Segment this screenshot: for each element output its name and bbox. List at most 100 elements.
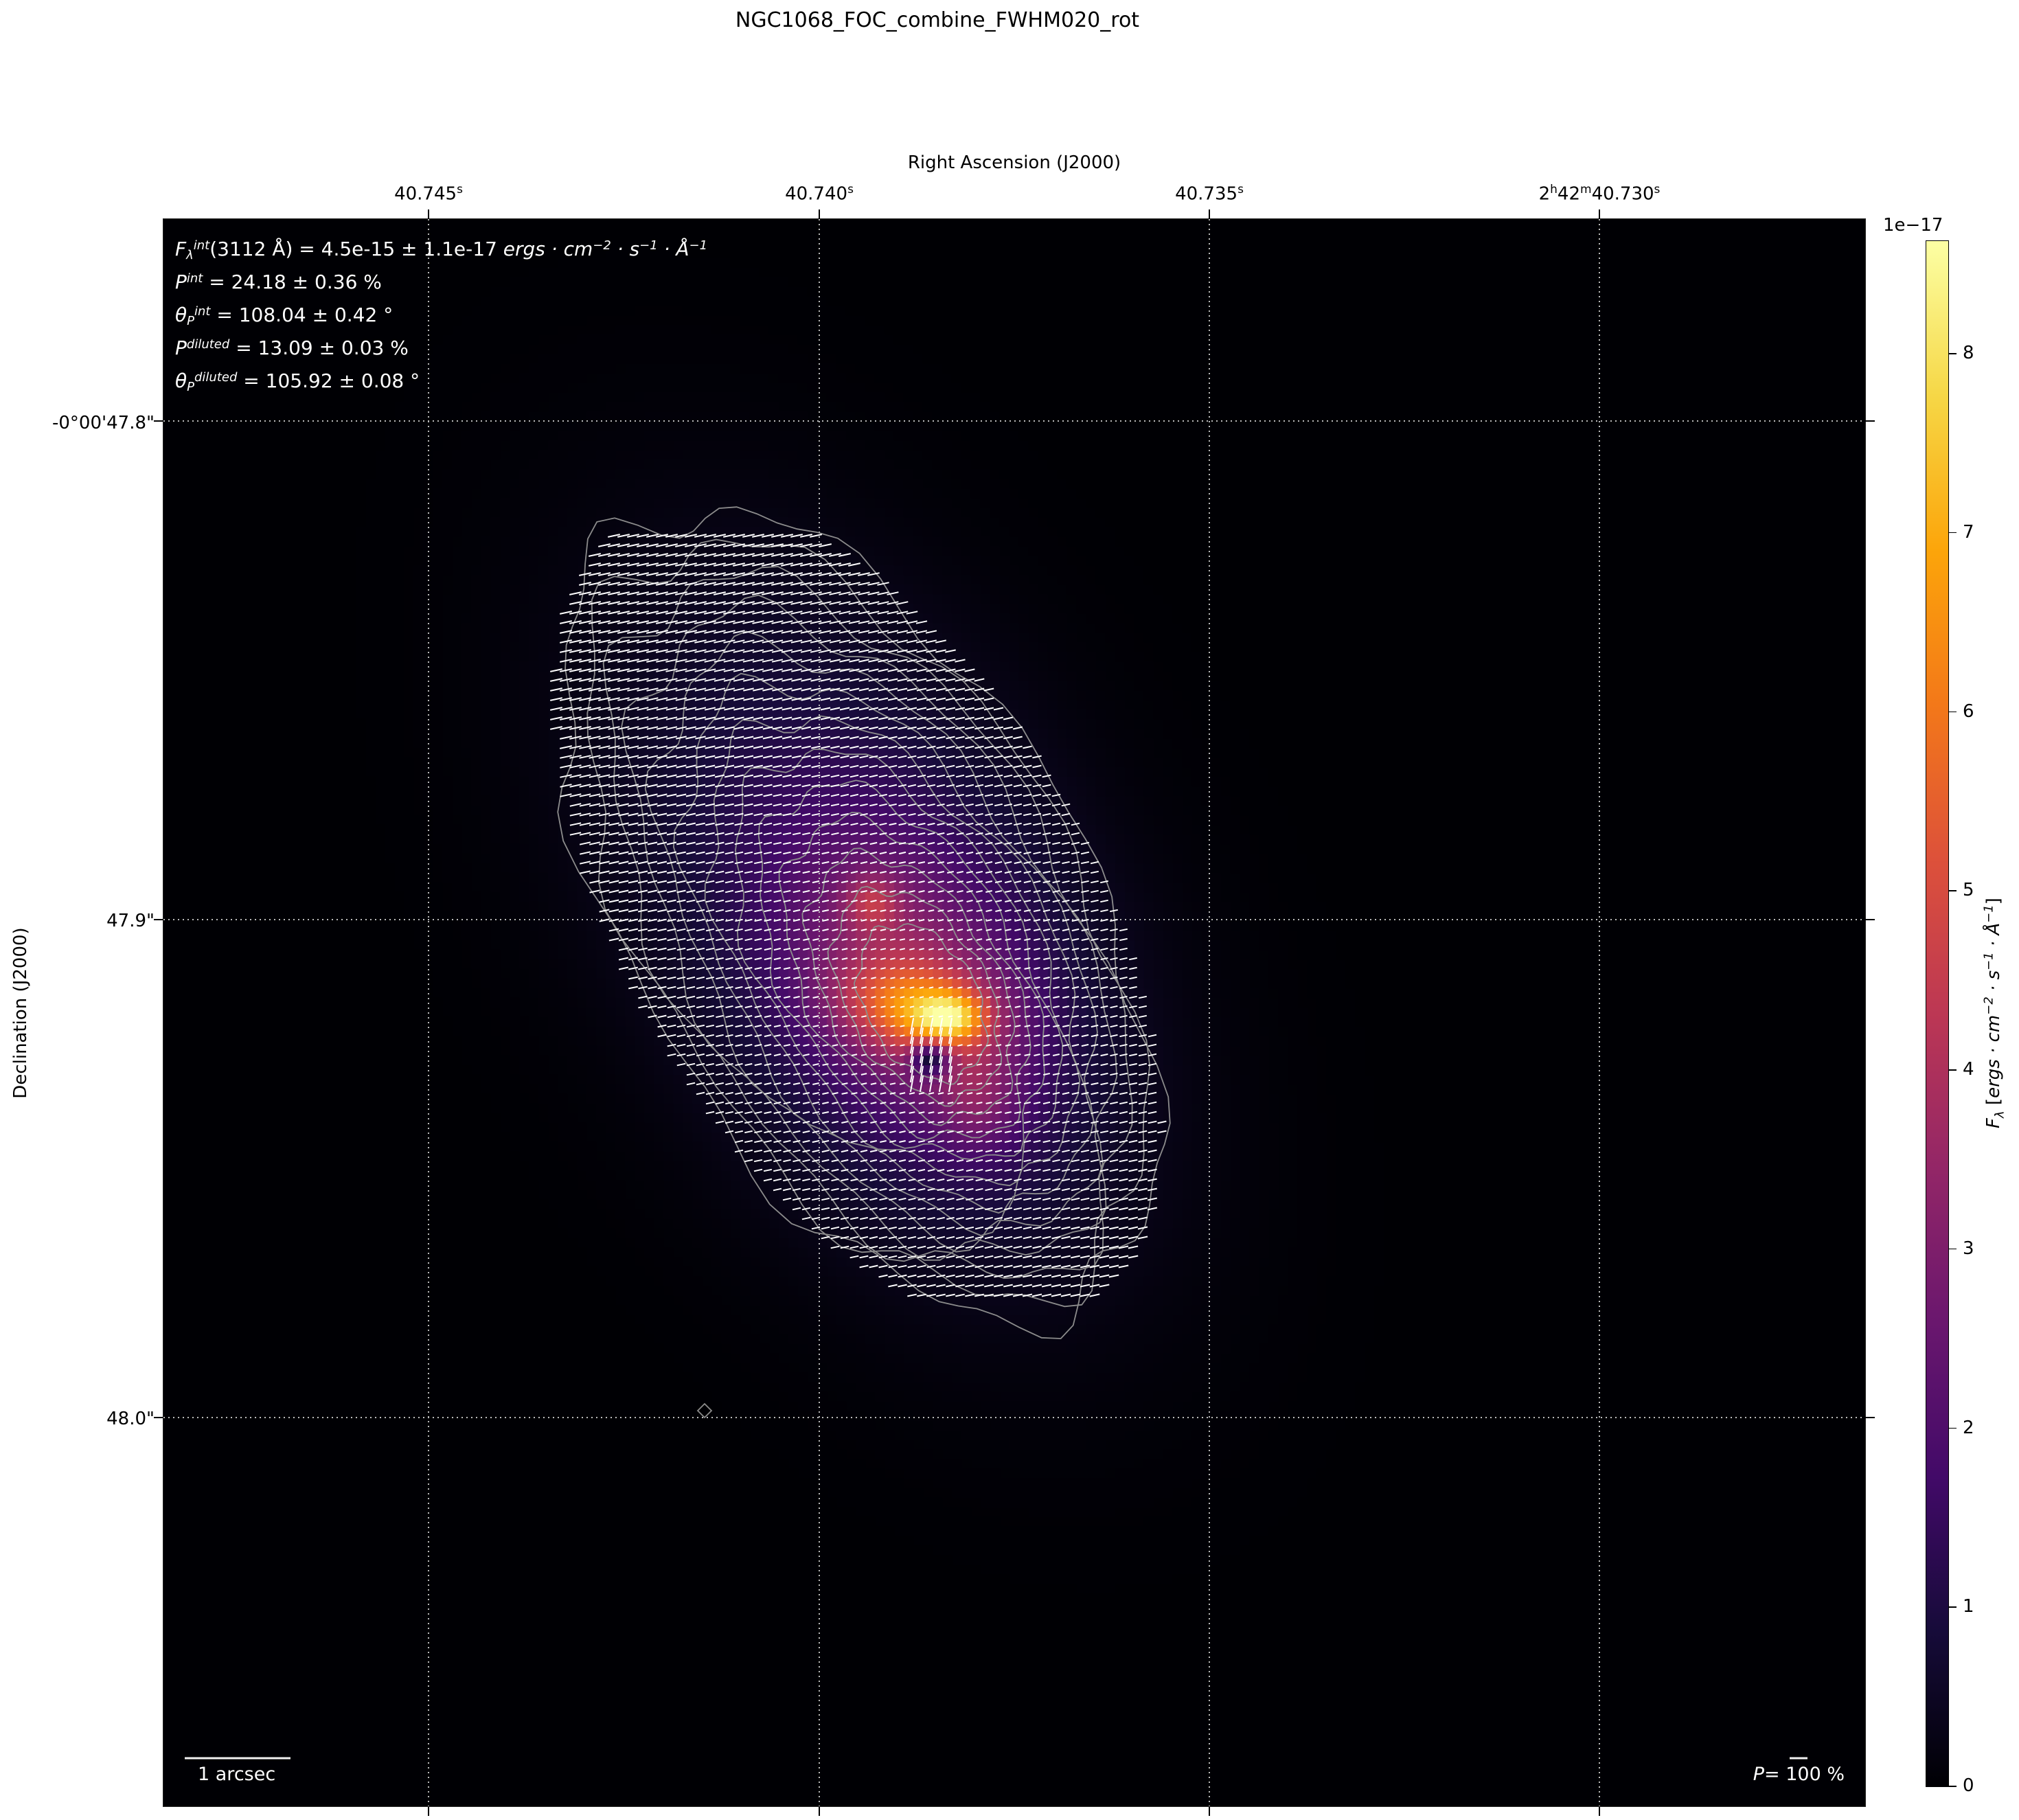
polarization-vector [674,572,688,576]
polarization-vector [859,793,869,797]
polarization-vector [1023,861,1031,865]
polarization-vector [1013,793,1023,797]
polarization-vector [887,591,899,595]
polarization-vector [829,639,841,644]
polarization-vector [1052,851,1060,855]
polarization-vector [696,1034,705,1038]
polarization-vector [589,764,601,769]
polarization-vector [657,986,667,990]
polarization-vector [849,687,860,692]
polarization-vector [714,649,726,653]
polarization-vector [754,1014,762,1019]
polarization-vector [897,668,908,672]
figure-title: NGC1068_FOC_combine_FWHM020_rot [735,8,1140,32]
polarization-vector [900,977,905,979]
polarization-vector [685,659,697,663]
polarization-vector [696,957,705,961]
polarization-vector [1005,909,1012,912]
contour-line [778,811,1031,1141]
polarization-vector [985,880,993,883]
polarization-vector [628,918,639,922]
polarization-vector [646,649,659,653]
polarization-vector [860,832,868,836]
polarization-vector [1052,870,1060,874]
polarization-vector [993,707,1004,711]
polarization-vector [743,687,754,692]
polarization-vector [715,822,725,826]
polarization-vector [686,986,696,990]
polarization-vector [666,745,677,749]
polarization-vector [762,630,774,634]
polarization-vector [810,716,821,720]
polarization-vector [1071,1024,1080,1028]
polarization-vector [597,659,611,663]
polarization-vector [985,1034,992,1037]
polarization-vector [751,534,765,538]
polarization-vector [1071,986,1080,990]
polarization-vector [685,784,696,788]
polarization-vector [880,948,887,951]
polarization-vector [637,918,648,922]
y-tick-label: -0°00'47.8" [52,413,155,433]
polarization-vector [1071,1005,1080,1008]
polarization-vector [646,668,659,672]
polarization-vector [773,803,782,807]
polarization-vector [753,870,763,874]
polarization-vector [684,591,698,595]
polarization-vector [716,947,724,951]
polarization-vector [589,861,600,865]
polarization-vector [995,1044,1002,1047]
polarization-vector [783,986,791,989]
polarization-vector [714,764,725,769]
polarization-vector [771,553,784,557]
polarization-vector [1110,918,1118,922]
polarization-vector [715,918,725,922]
polarization-vector [704,668,716,672]
polarization-vector [608,764,620,769]
polarization-vector [732,562,746,567]
polarization-vector [841,841,849,845]
polarization-vector [714,784,725,788]
polarization-vector [589,803,601,807]
polarization-vector [1042,841,1051,845]
polarization-vector [887,639,899,644]
polarization-vector [637,822,648,826]
polarization-vector [725,986,733,990]
polarization-vector [820,707,831,711]
polarization-vector [782,745,792,749]
polarization-vector [975,812,983,817]
polarization-vector [704,707,716,711]
polarization-vector [723,639,735,644]
polarization-vector [1062,996,1070,999]
polarization-vector [782,726,792,730]
polarization-vector [589,851,600,855]
polarization-vector [966,871,974,874]
polarization-vector [773,764,782,769]
polarization-vector [618,880,629,884]
polarization-vector [899,900,906,902]
polarization-vector [831,880,839,884]
polarization-vector [665,562,678,567]
polarization-vector [628,832,639,836]
polarization-vector [685,726,696,730]
polarization-vector [995,1015,1002,1018]
polarization-vector [694,678,707,682]
polarization-vector [1110,986,1118,990]
polarization-vector [1091,995,1099,999]
polarization-vector [810,601,822,605]
polarization-vector [703,591,717,595]
polarization-vector [655,572,669,576]
polarization-vector [744,918,753,922]
polarization-vector [569,793,582,797]
polarization-vector [919,1027,924,1044]
polarization-vector [935,668,946,672]
polarization-vector [762,736,773,740]
polarization-vector [705,774,716,778]
polarization-vector [956,822,964,826]
polarization-vector [897,649,908,653]
polarization-vector [588,659,602,663]
polarization-vector [569,755,582,759]
polarization-vector [812,1005,819,1008]
polarization-vector [618,899,629,903]
polarization-vector [733,639,745,644]
